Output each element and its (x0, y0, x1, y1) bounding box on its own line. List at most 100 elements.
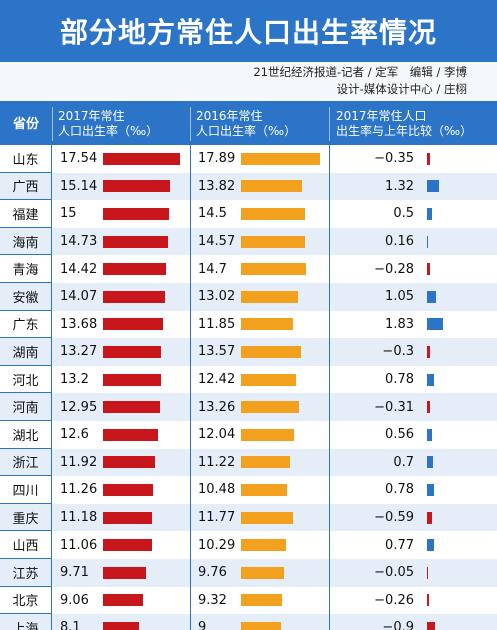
bar-diff (427, 207, 432, 220)
bar-diff (427, 373, 435, 386)
bar-diff (427, 456, 434, 469)
bar-2016 (241, 290, 299, 303)
value-2016: 14.7 (198, 261, 227, 277)
bar-2017 (103, 511, 153, 524)
value-2017: 12.95 (60, 399, 98, 415)
column-separator (190, 614, 191, 630)
column-separator (329, 448, 330, 477)
bar-2017 (103, 428, 159, 441)
value-2016: 13.57 (198, 344, 236, 360)
column-separator (190, 448, 191, 477)
bar-diff (427, 594, 430, 607)
value-2016: 13.82 (198, 178, 236, 194)
bar-2017 (103, 621, 139, 630)
table-row: 山西 11.06 10.29 0.77 (0, 531, 497, 559)
bar-diff (427, 566, 428, 579)
table-row: 湖北 12.6 12.04 0.56 (0, 421, 497, 449)
value-2017: 13.2 (60, 372, 89, 388)
column-separator (190, 145, 191, 173)
bar-2017 (103, 263, 167, 276)
province-label: 浙江 (0, 448, 52, 477)
value-2016: 12.04 (198, 427, 236, 443)
value-diff: 0.77 (385, 537, 414, 553)
bar-2017 (103, 373, 162, 386)
bar-2016 (241, 180, 302, 193)
province-label: 江苏 (0, 559, 52, 587)
bar-diff (427, 263, 430, 276)
value-diff: 1.32 (385, 178, 414, 194)
province-label: 四川 (0, 476, 52, 504)
province-label: 青海 (0, 255, 52, 283)
column-separator (190, 200, 191, 228)
bar-2016 (241, 152, 320, 165)
province-label: 河南 (0, 393, 52, 421)
table-row: 广东 13.68 11.85 1.83 (0, 310, 497, 339)
bar-2016 (241, 566, 284, 579)
province-label: 重庆 (0, 503, 52, 532)
header-2016-line-1: 2016年常住 (196, 109, 263, 123)
column-separator (190, 227, 191, 256)
table-row: 安徽 14.07 13.02 1.05 (0, 283, 497, 311)
province-label: 山东 (0, 145, 52, 173)
value-diff: −0.35 (374, 151, 414, 167)
value-diff: −0.31 (374, 399, 414, 415)
value-diff: 0.78 (385, 372, 414, 388)
column-separator (329, 531, 330, 559)
table-row: 重庆 11.18 11.77 −0.59 (0, 503, 497, 532)
bar-2016 (241, 345, 301, 358)
bar-2017 (103, 235, 168, 248)
header-separator (190, 107, 191, 141)
credits-line-2: 设计-媒体设计中心 / 庄栩 (336, 82, 467, 96)
column-separator (329, 559, 330, 587)
column-separator (329, 255, 330, 283)
bar-2016 (241, 318, 294, 331)
value-2016: 9 (198, 620, 207, 630)
column-separator (329, 586, 330, 615)
page-title: 部分地方常住人口出生率情况 (0, 0, 497, 62)
column-separator (190, 172, 191, 201)
bar-diff (427, 621, 436, 630)
bar-2016 (241, 235, 306, 248)
birth-rate-table: 省份 2017年常住 人口出生率（‰） 2016年常住 人口出生率（‰） 201… (0, 103, 497, 630)
column-separator (190, 393, 191, 421)
table-row: 四川 11.26 10.48 0.78 (0, 476, 497, 504)
value-2017: 14.42 (60, 261, 98, 277)
header-2017-line-1: 2017年常住 (58, 109, 125, 123)
header-province: 省份 (12, 116, 39, 132)
bar-2016 (241, 428, 294, 441)
value-2016: 9.32 (198, 592, 227, 608)
value-2017: 11.92 (60, 454, 98, 470)
header-2017: 2017年常住 人口出生率（‰） (58, 103, 188, 145)
value-2016: 9.76 (198, 565, 227, 581)
column-separator (190, 503, 191, 532)
province-label: 海南 (0, 227, 52, 256)
bar-2017 (103, 207, 169, 220)
column-separator (190, 531, 191, 559)
value-2017: 12.6 (60, 427, 89, 443)
bar-2017 (103, 152, 181, 165)
province-label: 河北 (0, 365, 52, 394)
province-label: 山西 (0, 531, 52, 559)
value-diff: −0.28 (374, 261, 414, 277)
bar-2017 (103, 483, 153, 496)
column-separator (329, 227, 330, 256)
value-2017: 15.14 (60, 178, 98, 194)
column-separator (329, 145, 330, 173)
value-2016: 13.26 (198, 399, 236, 415)
value-2016: 12.42 (198, 372, 236, 388)
value-2017: 11.06 (60, 537, 98, 553)
bar-2016 (241, 263, 306, 276)
value-diff: −0.9 (382, 620, 414, 630)
value-2017: 17.54 (60, 151, 98, 167)
bar-diff (427, 152, 431, 165)
header-2017-line-2: 人口出生率（‰） (58, 124, 159, 138)
value-2017: 13.68 (60, 316, 98, 332)
value-2017: 15 (60, 206, 77, 222)
bar-diff (427, 483, 435, 496)
column-separator (329, 614, 330, 630)
value-2016: 14.57 (198, 234, 236, 250)
table-row: 福建 15 14.5 0.5 (0, 200, 497, 228)
column-separator (329, 393, 330, 421)
column-separator (329, 172, 330, 201)
bar-diff (427, 318, 444, 331)
